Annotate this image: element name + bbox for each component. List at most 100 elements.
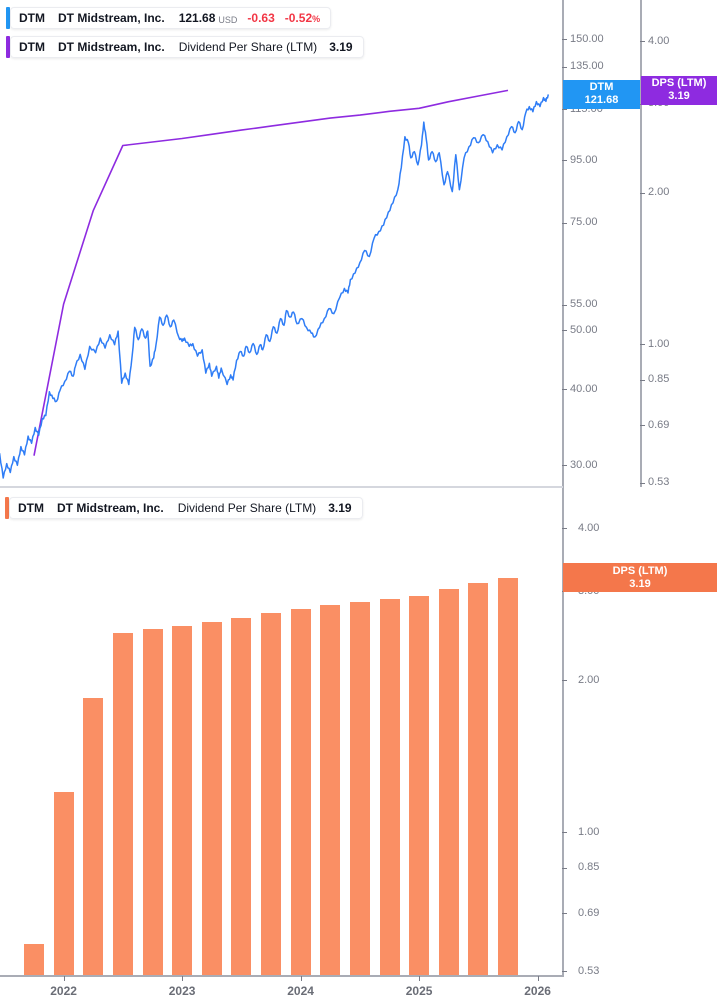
price-axis-tick-label: 50.00 [570, 323, 598, 336]
dps-ltm-line [33, 89, 509, 456]
price-axis-tick-label: 135.00 [570, 60, 604, 73]
dps-axis-top-tick-label: 1.00 [648, 337, 670, 350]
dps-bar-legend-value: 3.19 [328, 501, 352, 515]
dps-axis-bottom-tick-label: 4.00 [578, 521, 600, 534]
price-legend-box[interactable]: DTM DT Midstream, Inc. 121.68 USD -0.63 … [10, 7, 332, 29]
dps-bar [290, 609, 311, 975]
dps-axis-bottom-tick [562, 528, 567, 529]
price-legend-change-percent: -0.52% [284, 11, 321, 25]
dps-bar [409, 595, 430, 975]
dps-axis-line-top-pane [640, 0, 642, 487]
dps-axis-bottom-tick [562, 867, 567, 869]
price-legend-name: DT Midstream, Inc. [58, 11, 165, 25]
price-axis-tick [562, 39, 567, 40]
price-legend-currency: USD [218, 14, 238, 25]
dps-bar [201, 621, 222, 975]
price-axis-line [562, 0, 564, 976]
dps-bar [349, 602, 370, 975]
price-axis-tick-label: 75.00 [570, 216, 598, 229]
price-axis-badge: DTM 121.68 [563, 79, 640, 109]
dps-bar [498, 577, 518, 975]
price-legend-change: -0.63 [247, 11, 275, 25]
price-pane-chart-surface[interactable] [0, 0, 563, 486]
price-axis-tick [562, 222, 567, 224]
dps-bar [112, 632, 133, 975]
dps-overlay-legend-box[interactable]: DTM DT Midstream, Inc. Dividend Per Shar… [10, 36, 364, 58]
dps-axis-top-tick [640, 379, 645, 381]
time-axis-year-label: 2024 [287, 984, 314, 998]
price-axis-tick [562, 330, 567, 331]
dps-axis-top-tick [640, 425, 645, 427]
dps-overlay-legend-metric: Dividend Per Share (LTM) [178, 40, 318, 54]
dps-axis-top-tick-label: 4.00 [648, 34, 670, 47]
dps-axis-top-tick [640, 344, 645, 345]
price-axis-tick [562, 389, 567, 391]
dps-axis-bottom-tick [562, 832, 567, 833]
dps-bar-legend-ticker: DTM [18, 501, 44, 515]
legend-dps-bar-series[interactable]: DTM DT Midstream, Inc. Dividend Per Shar… [5, 497, 363, 519]
dps-bar [142, 629, 163, 975]
time-axis-tick [537, 976, 539, 981]
time-axis-year-label: 2026 [524, 984, 551, 998]
dps-axis-top-tick [640, 482, 645, 484]
time-axis-tick [182, 976, 184, 981]
dps-axis-top-tick-label: 0.85 [648, 373, 670, 385]
dps-bar [438, 588, 459, 975]
dps-series-color-strip [6, 36, 10, 58]
price-axis-tick-label: 115.00 [570, 102, 603, 115]
price-line [0, 94, 550, 479]
dps-axis-bottom-tick-label: 1.00 [578, 825, 600, 838]
time-axis-tick [63, 976, 65, 981]
time-axis-line [0, 975, 564, 977]
price-axis-tick-label: 55.00 [570, 298, 598, 311]
dps-axis-badge-top: DPS (LTM) 3.19 [641, 75, 717, 105]
dps-bar [231, 617, 252, 975]
dps-bar [320, 605, 341, 975]
dps-axis-top-tick-label: 0.53 [648, 476, 670, 489]
time-axis-year-label: 2023 [168, 984, 196, 998]
dps-axis-bottom-tick-label: 0.53 [578, 964, 600, 977]
price-legend-ticker: DTM [19, 11, 45, 25]
dps-bar [261, 613, 281, 975]
price-legend-value: 121.68 [178, 11, 216, 25]
dps-axis-badge-bottom: DPS (LTM) 3.19 [563, 563, 717, 593]
dps-axis-top-tick-label: 0.69 [648, 418, 670, 431]
dps-bar [379, 598, 400, 975]
time-axis-tick [419, 976, 421, 981]
time-axis-year-label: 2022 [50, 984, 77, 998]
dps-bar-series-color-strip [5, 497, 9, 519]
dps-axis-bottom-tick-label: 2.00 [578, 673, 600, 686]
pane-divider[interactable] [0, 486, 563, 488]
dps-bar-legend-metric: Dividend Per Share (LTM) [177, 501, 317, 515]
price-axis-tick-label: 40.00 [570, 382, 598, 395]
price-axis-tick [562, 304, 567, 306]
dps-overlay-legend-value: 3.19 [329, 40, 353, 54]
time-axis-year-label: 2025 [405, 984, 433, 998]
price-axis-tick-label: 150.00 [570, 32, 604, 45]
dps-overlay-legend-ticker: DTM [19, 40, 45, 54]
dps-axis-bottom-tick-label: 0.85 [578, 861, 600, 874]
dps-axis-bottom-tick [562, 971, 567, 973]
dps-bar-legend-name: DT Midstream, Inc. [57, 501, 164, 515]
legend-dps-overlay-series[interactable]: DTM DT Midstream, Inc. Dividend Per Shar… [6, 36, 364, 58]
dps-bar [468, 583, 489, 975]
legend-price-series[interactable]: DTM DT Midstream, Inc. 121.68 USD -0.63 … [6, 7, 332, 29]
time-axis-tick [300, 976, 302, 981]
price-axis-tick [562, 109, 567, 111]
price-axis-tick [562, 465, 567, 467]
dps-axis-bottom-tick [562, 913, 567, 915]
dps-axis-bottom-tick [562, 680, 567, 681]
dps-bar [53, 792, 74, 975]
dps-overlay-legend-name: DT Midstream, Inc. [58, 40, 165, 54]
dps-bar [24, 944, 44, 975]
dps-bar [172, 625, 193, 975]
price-axis-tick-label: 95.00 [570, 153, 598, 166]
dps-axis-top-tick [640, 41, 645, 42]
dps-axis-top-tick [640, 192, 645, 194]
dps-axis-bottom-tick-label: 0.69 [578, 906, 600, 919]
price-axis-tick [562, 160, 567, 161]
dps-bar [83, 698, 104, 975]
dps-bar-legend-box[interactable]: DTM DT Midstream, Inc. Dividend Per Shar… [9, 497, 363, 519]
